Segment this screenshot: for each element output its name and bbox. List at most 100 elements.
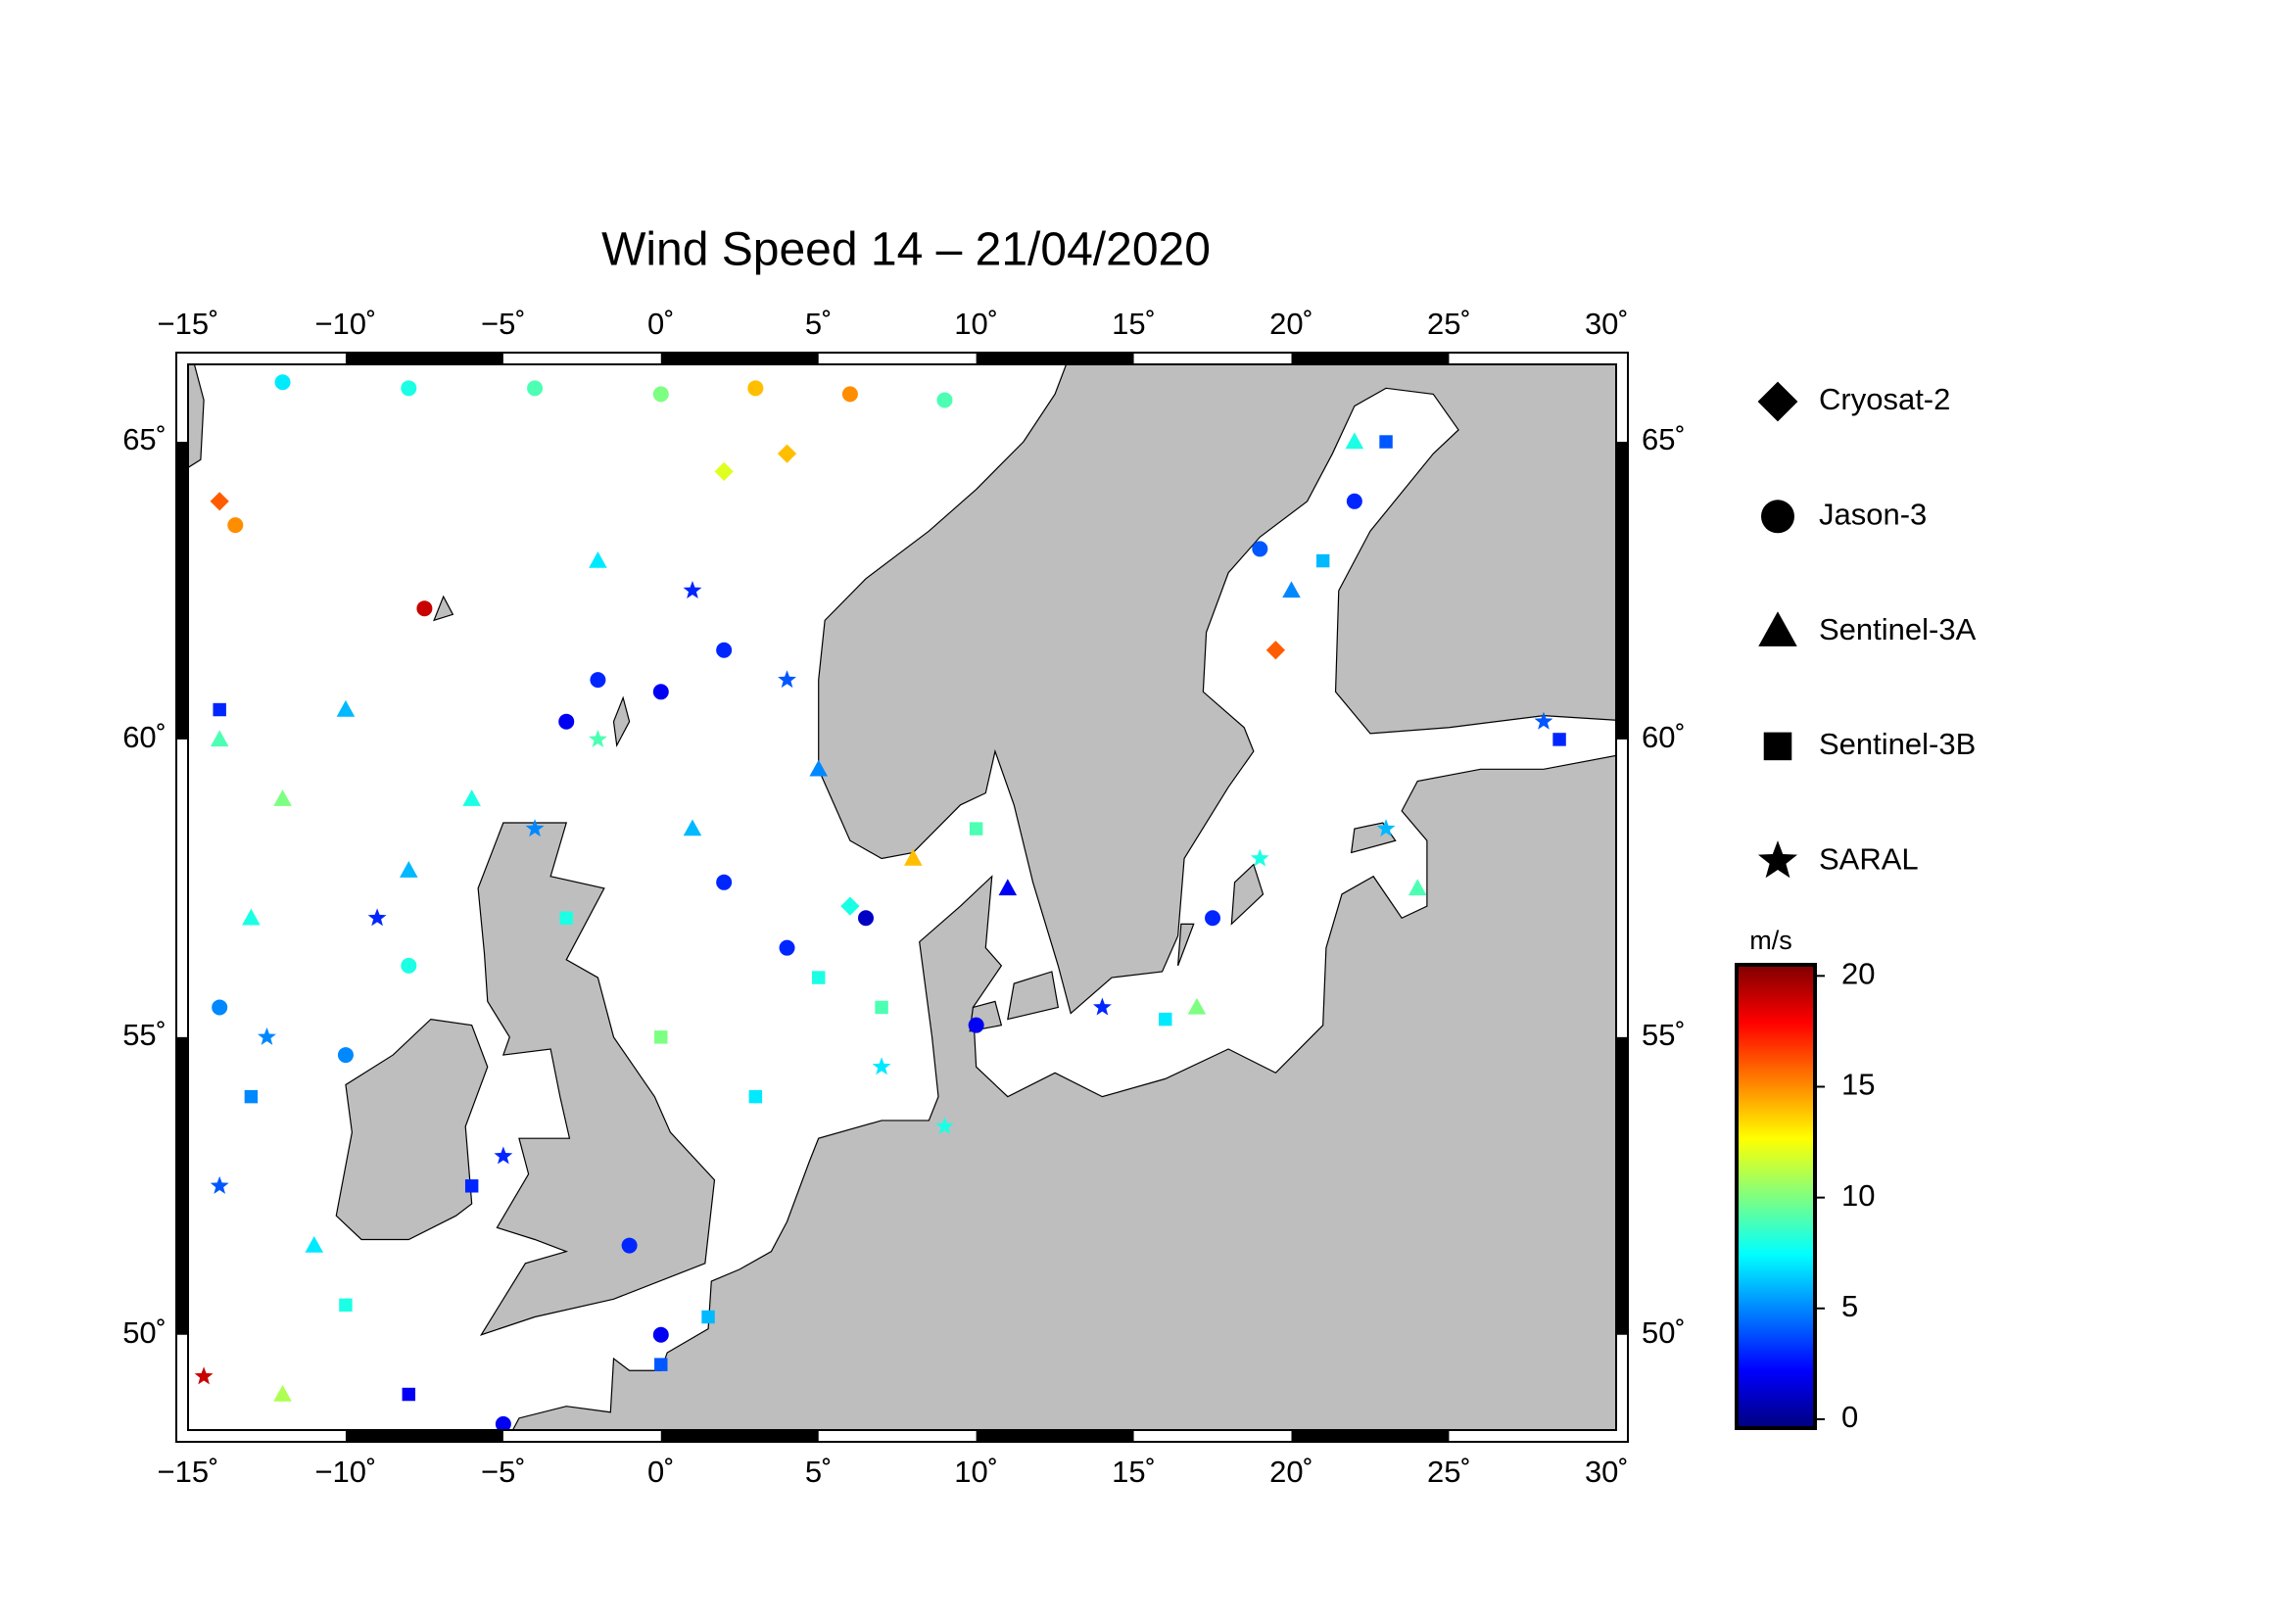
x-tick-label: 5˚ (805, 307, 833, 341)
colorbar-tick-label: 15 (1841, 1068, 1875, 1102)
marker-circle (779, 939, 795, 956)
x-tick-label: −10˚ (314, 1455, 376, 1489)
marker-star (194, 1366, 214, 1385)
legend-label: Sentinel-3A (1819, 612, 1977, 646)
marker-circle (401, 380, 417, 397)
landmass (612, 695, 631, 747)
x-tick-label: 0˚ (647, 1455, 675, 1489)
marker-diamond (714, 461, 734, 482)
marker-circle (590, 672, 606, 689)
y-tick-label: 55˚ (122, 1018, 167, 1052)
tick-labels: −15˚ −15˚ −10˚ −10˚ −5˚ −5˚ 0˚ 0˚ 5˚ 5˚ 10˚ 10˚ 15˚ 1… (122, 307, 1686, 1489)
y-tick-label: 50˚ (1642, 1315, 1686, 1350)
marker-circle (621, 1237, 638, 1254)
marker-square (1315, 553, 1330, 568)
x-tick-label: 20˚ (1269, 307, 1313, 341)
marker-circle (716, 874, 733, 890)
marker-square (875, 1000, 888, 1015)
marker-star (1250, 848, 1269, 867)
marker-circle (337, 1047, 354, 1064)
frame-band (176, 442, 188, 740)
x-tick-label: −15˚ (158, 1455, 219, 1489)
marker-circle (1252, 541, 1268, 557)
colorbar-tick-label: 20 (1841, 957, 1875, 991)
marker-star (683, 581, 702, 598)
marker-triangle (462, 789, 481, 806)
marker-triangle (273, 789, 292, 806)
marker-star (210, 1175, 229, 1194)
marker-square (244, 1089, 259, 1104)
marker-square (654, 1030, 668, 1044)
legend-label: SARAL (1819, 841, 1919, 876)
frame-band (1291, 353, 1450, 364)
frame-band (660, 353, 819, 364)
y-tick-label: 55˚ (1642, 1018, 1686, 1052)
frame-band (176, 1036, 188, 1335)
colorbar-tick-label: 10 (1841, 1178, 1875, 1213)
marker-square (402, 1387, 416, 1402)
frame-outline (187, 363, 1617, 1431)
marker-star (1376, 819, 1396, 837)
marker-star (1757, 840, 1798, 879)
map-frame (175, 352, 1629, 1443)
landmass (1007, 971, 1060, 1021)
marker-triangle (809, 759, 828, 777)
marker-square (811, 971, 826, 984)
frame-band (1291, 1430, 1450, 1442)
frame-band (1616, 1036, 1628, 1335)
x-tick-label: 10˚ (954, 1455, 998, 1489)
landmass (1177, 923, 1195, 967)
marker-star (367, 908, 387, 927)
x-tick-label: 10˚ (954, 307, 998, 341)
x-tick-label: 30˚ (1585, 307, 1629, 341)
marker-circle (968, 1017, 984, 1033)
y-tick-label: 60˚ (122, 720, 167, 754)
x-tick-label: −10˚ (314, 307, 376, 341)
marker-circle (401, 957, 417, 974)
frame-outline (175, 352, 1629, 1443)
landmass (477, 822, 716, 1336)
x-tick-label: 5˚ (805, 1455, 833, 1489)
legend-label: Sentinel-3B (1819, 727, 1976, 761)
landmass (433, 595, 454, 622)
x-tick-label: 30˚ (1585, 1455, 1629, 1489)
marker-circle (274, 374, 291, 391)
marker-triangle (210, 730, 229, 747)
marker-triangle (1408, 879, 1427, 896)
colorbar-ramp (1735, 963, 1817, 1430)
marker-diamond (210, 492, 229, 511)
marker-square (559, 911, 573, 925)
colorbar-tick-label: 0 (1841, 1400, 1858, 1434)
marker-square (339, 1298, 353, 1313)
marker-square (1552, 733, 1566, 746)
marker-star (525, 819, 545, 837)
marker-square (464, 1179, 479, 1193)
marker-circle (527, 380, 544, 397)
frame-band (345, 1430, 503, 1442)
marker-triangle (589, 550, 607, 568)
x-tick-label: 15˚ (1112, 1455, 1156, 1489)
marker-triangle (1758, 611, 1797, 646)
marker-circle (227, 517, 244, 534)
marker-circle (495, 1415, 511, 1430)
x-tick-label: 25˚ (1427, 1455, 1471, 1489)
marker-circle (212, 999, 228, 1016)
y-tick-label: 65˚ (1642, 422, 1686, 456)
landmass (1230, 863, 1265, 926)
marker-square (1763, 732, 1792, 761)
x-tick-label: 25˚ (1427, 307, 1471, 341)
marker-triangle (336, 699, 356, 717)
marker-triangle (242, 908, 261, 926)
landmass (818, 364, 1616, 1015)
marker-star (588, 730, 607, 747)
marker-triangle (1345, 432, 1364, 450)
x-tick-label: 15˚ (1112, 307, 1156, 341)
marker-diamond (777, 444, 797, 463)
frame-band (976, 1430, 1134, 1442)
marker-square (654, 1358, 668, 1371)
colorbar-tick-label: 5 (1841, 1289, 1858, 1323)
marker-star (1534, 711, 1553, 730)
marker-diamond (1265, 641, 1285, 660)
marker-star (258, 1027, 276, 1045)
